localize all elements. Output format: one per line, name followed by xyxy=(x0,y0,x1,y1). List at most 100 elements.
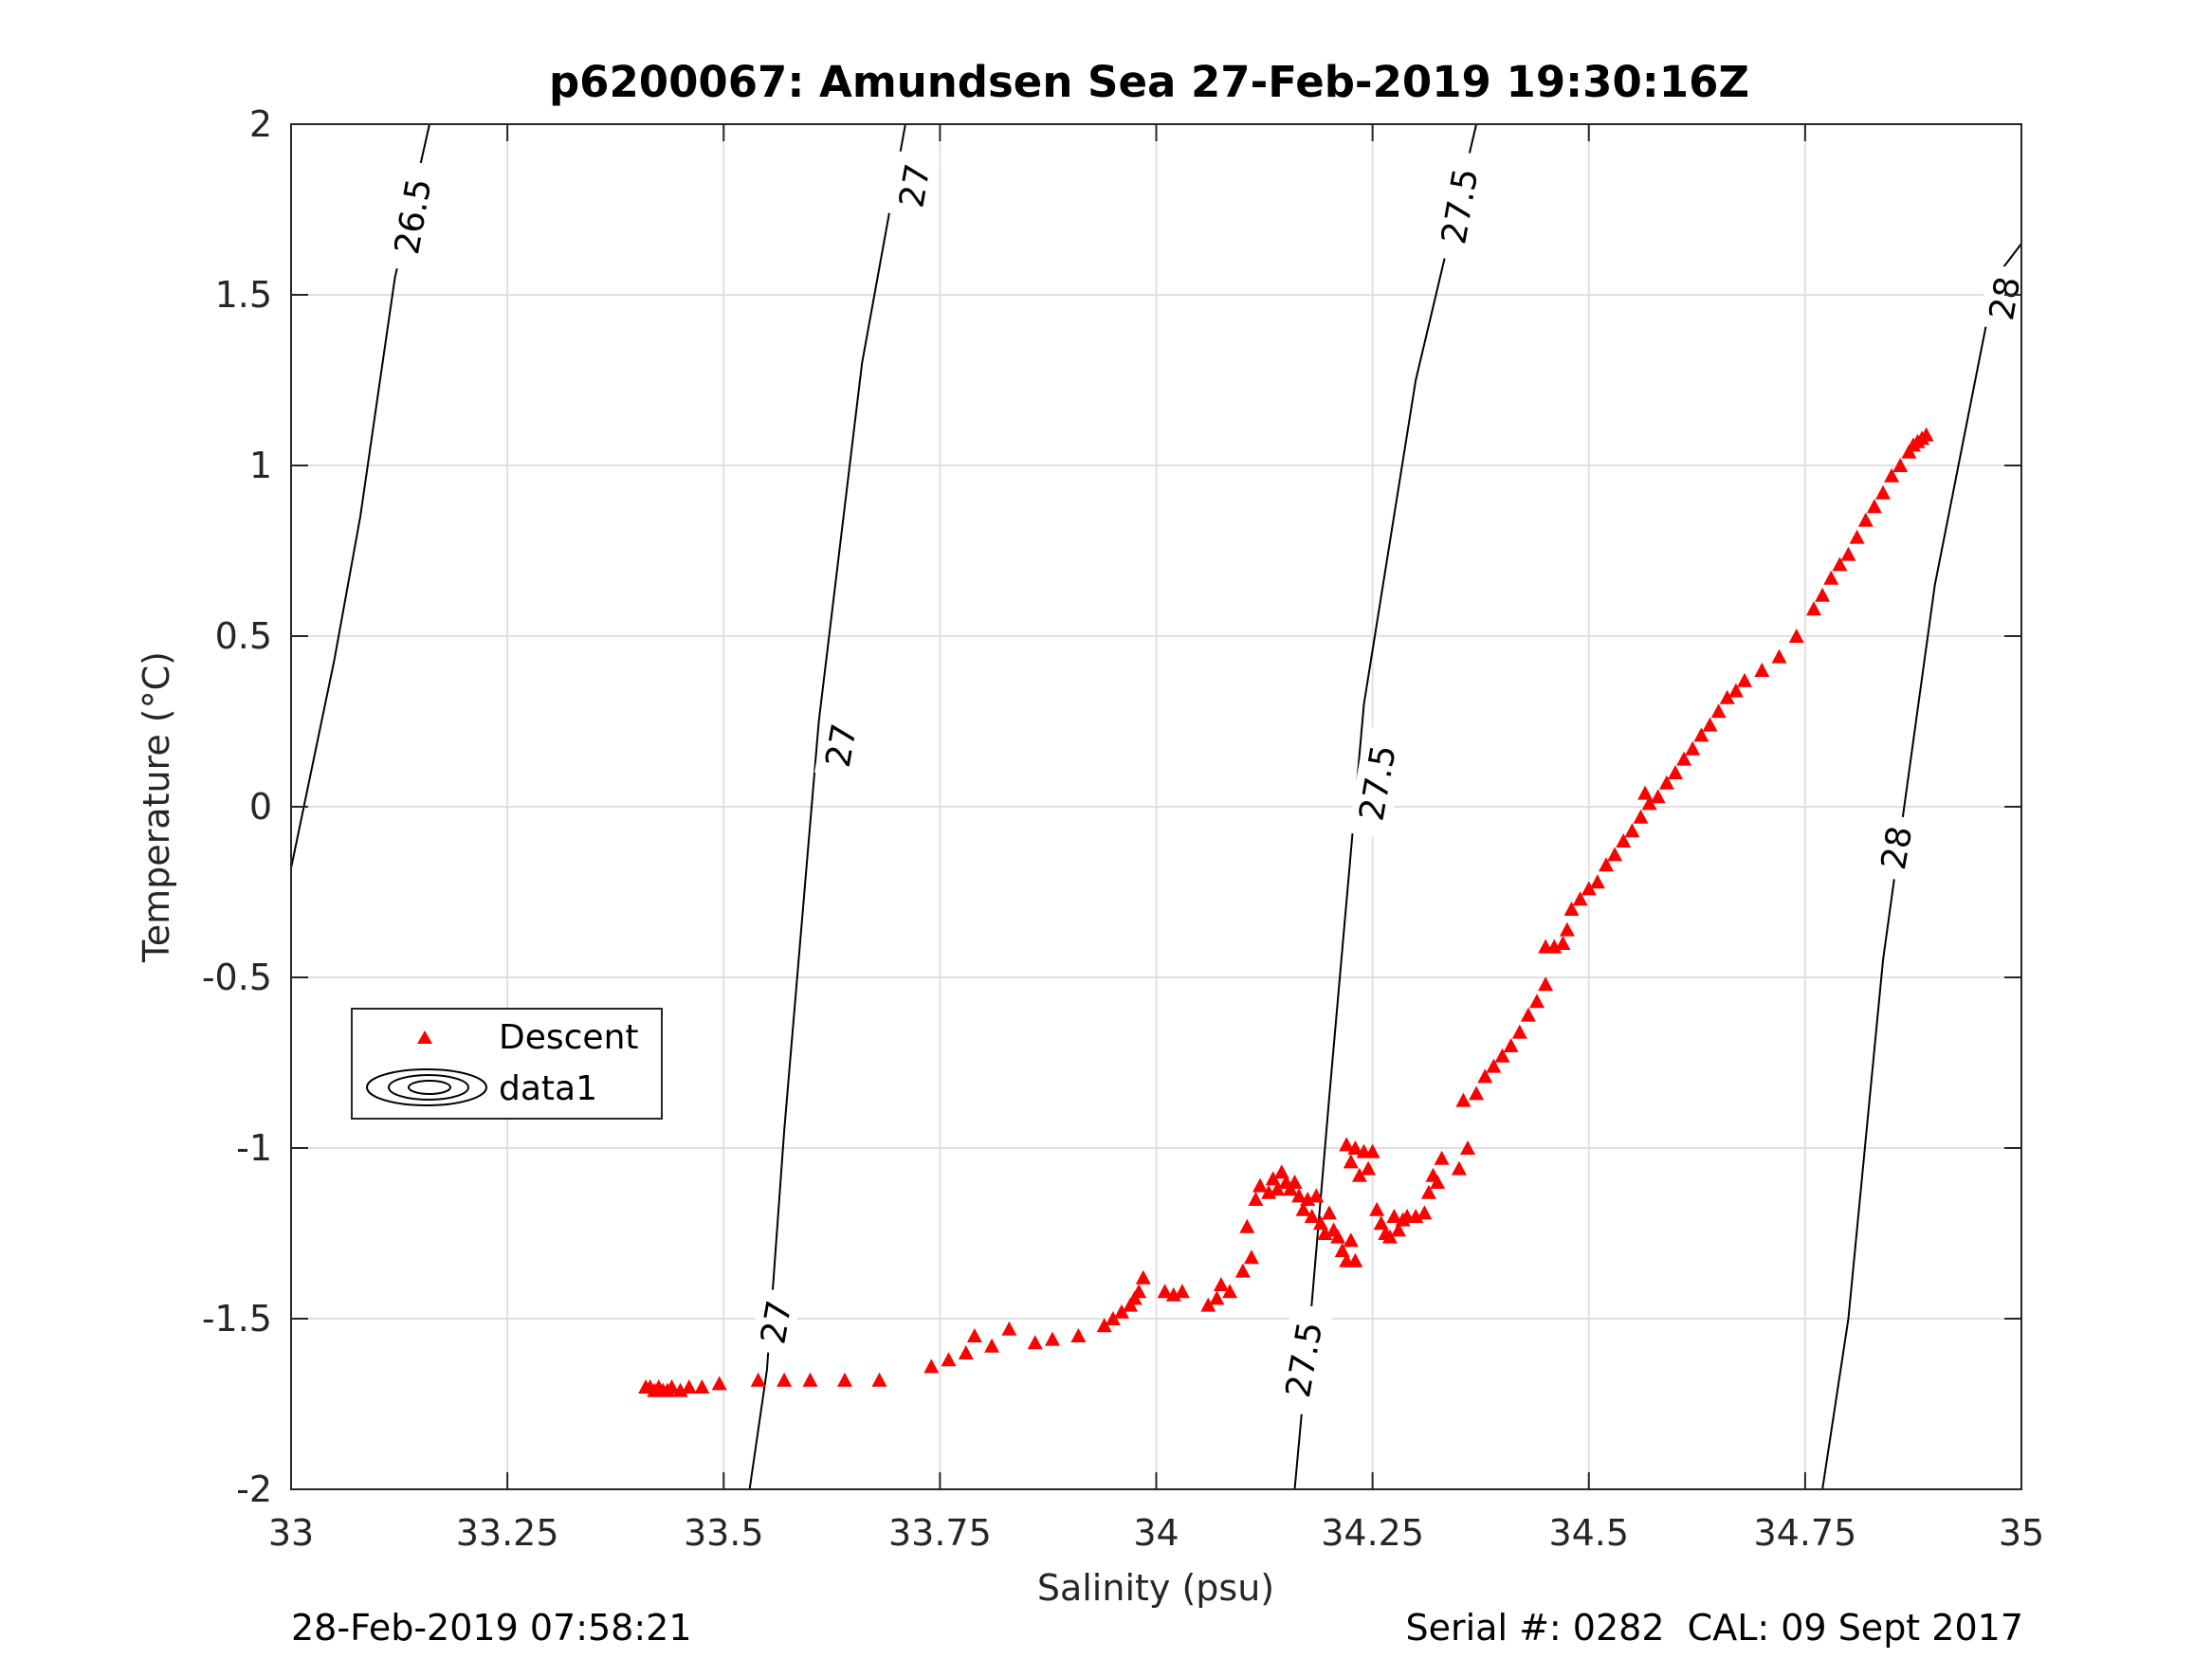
isopycnal-label-text: 26.5 xyxy=(388,175,439,257)
y-tick-label: 1 xyxy=(249,445,272,486)
y-tick-label: -2 xyxy=(236,1468,272,1510)
descent-point xyxy=(1788,629,1804,643)
descent-point xyxy=(1737,672,1752,687)
descent-point xyxy=(1001,1321,1017,1336)
descent-point xyxy=(1157,1284,1173,1299)
isopycnal-label-text: 28 xyxy=(1874,823,1920,872)
legend-contour-icon xyxy=(366,1068,487,1106)
descent-point xyxy=(1884,467,1900,483)
isopycnal-label-bg xyxy=(382,159,443,274)
descent-point xyxy=(1866,499,1882,514)
descent-series xyxy=(638,427,1934,1397)
descent-point xyxy=(1304,1209,1320,1223)
descent-point xyxy=(1322,1205,1337,1220)
descent-point xyxy=(958,1345,974,1359)
descent-point xyxy=(1520,1007,1536,1022)
isopycnal-label-bg xyxy=(1346,725,1407,840)
descent-point xyxy=(1806,601,1821,616)
descent-point xyxy=(923,1358,940,1374)
descent-point xyxy=(1460,1140,1475,1155)
descent-point xyxy=(1417,1205,1433,1220)
isopycnal-label-bg xyxy=(814,710,867,780)
descent-point xyxy=(681,1379,697,1394)
descent-point xyxy=(1291,1188,1307,1203)
descent-point xyxy=(1420,1184,1436,1199)
legend-box xyxy=(351,1008,663,1120)
legend: Descent data1 xyxy=(351,1008,663,1120)
descent-point xyxy=(1347,1252,1363,1267)
isopycnal-label-bg xyxy=(1978,264,2031,333)
descent-point xyxy=(1430,1175,1446,1189)
x-tick-label: 33.5 xyxy=(684,1512,764,1554)
descent-point xyxy=(694,1379,710,1394)
descent-point xyxy=(1252,1177,1268,1193)
y-axis-label: Temperature (°C) xyxy=(136,651,177,963)
descent-point xyxy=(1045,1331,1060,1346)
descent-point xyxy=(1589,874,1605,889)
isopycnal-label: 28 xyxy=(1870,812,1923,883)
descent-point xyxy=(871,1372,887,1387)
descent-point xyxy=(984,1338,1000,1353)
descent-point xyxy=(1503,1038,1519,1052)
x-axis-label: Salinity (psu) xyxy=(1037,1567,1274,1609)
descent-point xyxy=(1096,1318,1112,1333)
descent-point xyxy=(1641,795,1657,811)
descent-point xyxy=(1330,1229,1346,1244)
descent-point xyxy=(1469,1085,1485,1101)
descent-point xyxy=(1209,1290,1225,1305)
footer-serial-calibration: Serial #: 0282 CAL: 09 Sept 2017 xyxy=(1405,1607,2023,1649)
descent-point xyxy=(1287,1175,1303,1189)
descent-point xyxy=(1599,857,1614,872)
y-tick-label: 0 xyxy=(249,786,272,828)
descent-point xyxy=(1070,1328,1087,1342)
descent-point xyxy=(1270,1181,1286,1196)
descent-point xyxy=(1710,703,1727,719)
descent-point xyxy=(1234,1263,1251,1278)
descent-point xyxy=(777,1372,793,1387)
x-tick-label: 34 xyxy=(1133,1512,1179,1554)
descent-point xyxy=(1650,789,1666,804)
isopycnal-label: 27.5 xyxy=(1429,149,1490,264)
y-tick-label: -1 xyxy=(236,1127,272,1169)
isopycnal-label-text: 27.5 xyxy=(1279,1319,1330,1400)
isopycnal-label: 27 xyxy=(814,710,867,780)
isopycnal-label-text: 27 xyxy=(892,161,938,210)
descent-point xyxy=(837,1372,852,1387)
isopycnal-label-bg xyxy=(749,1287,802,1357)
legend-label-descent: Descent xyxy=(499,1018,639,1057)
descent-point xyxy=(1857,512,1874,527)
descent-point xyxy=(1624,823,1640,838)
descent-point xyxy=(1633,809,1649,824)
isopycnal-line-28 xyxy=(1821,243,2022,1490)
isopycnal-label-text: 27.5 xyxy=(1435,166,1486,247)
descent-point xyxy=(1265,1171,1281,1186)
descent-point xyxy=(1369,1201,1385,1216)
descent-point xyxy=(1451,1160,1467,1176)
descent-point xyxy=(1572,891,1588,906)
descent-point xyxy=(1347,1140,1363,1155)
descent-point xyxy=(1114,1304,1129,1319)
x-tick-label: 34.25 xyxy=(1321,1512,1424,1554)
descent-point xyxy=(1343,1154,1359,1169)
y-tick-label: -1.5 xyxy=(202,1298,272,1340)
isopycnal-line-27 xyxy=(748,123,906,1490)
descent-point xyxy=(1607,847,1623,862)
descent-point xyxy=(1239,1218,1255,1233)
descent-point xyxy=(1386,1209,1402,1223)
descent-point xyxy=(1581,881,1597,896)
descent-point xyxy=(1892,458,1909,472)
isopycnal-label: 27 xyxy=(887,151,941,221)
descent-point xyxy=(664,1379,680,1394)
descent-point xyxy=(1391,1222,1406,1237)
descent-point xyxy=(1918,427,1934,442)
x-tick-label: 33.25 xyxy=(456,1512,559,1554)
y-axis-ticks: -2 -1.5 -1 -0.5 0 0.5 1 1.5 2 xyxy=(202,103,2021,1510)
isopycnal-label-text: 27 xyxy=(754,1298,799,1347)
x-tick-label: 34.75 xyxy=(1753,1512,1856,1554)
descent-point xyxy=(1754,663,1770,677)
descent-point xyxy=(1312,1215,1328,1231)
isopycnal-label: 27.5 xyxy=(1346,725,1407,840)
descent-point xyxy=(1486,1058,1502,1073)
descent-point xyxy=(1135,1269,1151,1285)
